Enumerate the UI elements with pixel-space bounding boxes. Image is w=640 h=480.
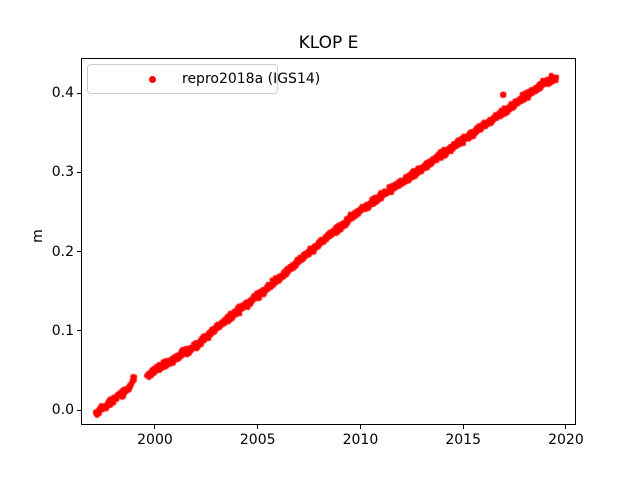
y-tick-label: 0.2 <box>51 243 74 260</box>
chart-title: KLOP E <box>298 33 359 53</box>
y-tick-label: 0.1 <box>51 322 74 339</box>
x-tick-mark <box>462 424 464 429</box>
y-tick-label: 0.0 <box>51 402 74 419</box>
y-tick-label: 0.4 <box>51 85 74 102</box>
x-tick-label: 2015 <box>445 432 482 448</box>
y-tick-mark <box>77 92 82 94</box>
x-tick-label: 2005 <box>239 432 276 448</box>
legend-label: repro2018a (IGS14) <box>182 71 321 87</box>
y-tick-mark <box>77 171 82 173</box>
legend: repro2018a (IGS14) <box>87 64 320 94</box>
x-tick-mark <box>257 424 259 429</box>
x-tick-mark <box>154 424 156 429</box>
y-tick-mark <box>77 251 82 253</box>
y-axis-label: m <box>30 229 46 243</box>
x-tick-label: 2010 <box>342 432 379 448</box>
scatter-series-canvas <box>82 59 577 426</box>
x-tick-mark <box>359 424 361 429</box>
x-tick-mark <box>565 424 567 429</box>
x-tick-label: 2020 <box>548 432 584 448</box>
y-tick-label: 0.3 <box>51 164 74 181</box>
plot-area: repro2018a (IGS14) <box>81 58 577 426</box>
legend-marker-dot-icon <box>149 75 156 83</box>
y-tick-mark <box>77 409 82 411</box>
y-tick-mark <box>77 330 82 332</box>
x-tick-label: 2000 <box>137 432 173 448</box>
